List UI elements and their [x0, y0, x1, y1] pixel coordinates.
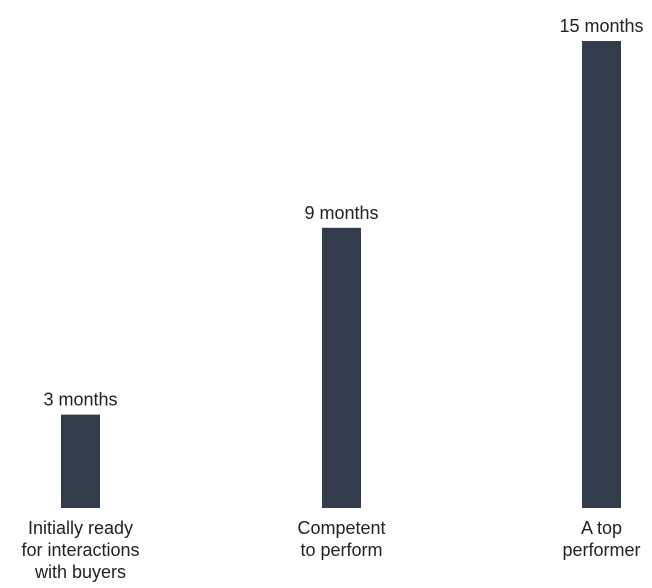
value-label-2: 9 months [304, 203, 378, 223]
category-label-3-line-1: A top [581, 518, 622, 538]
bar-2 [322, 227, 361, 509]
category-label-3-line-2: performer [562, 540, 640, 560]
category-label-2-line-1: Competent [297, 518, 385, 538]
value-label-3: 15 months [559, 16, 643, 36]
bars-layer [61, 41, 621, 509]
value-label-1: 3 months [43, 390, 117, 410]
category-label-1-line-3: with buyers [34, 562, 126, 582]
category-label-2-line-2: to perform [300, 540, 382, 560]
category-label-1-line-2: for interactions [21, 540, 139, 560]
value-labels-layer: 3 months 9 months 15 months [43, 16, 643, 410]
bar-3 [582, 41, 621, 508]
category-label-1-line-1: Initially ready [28, 518, 133, 538]
bar-1 [61, 414, 100, 508]
